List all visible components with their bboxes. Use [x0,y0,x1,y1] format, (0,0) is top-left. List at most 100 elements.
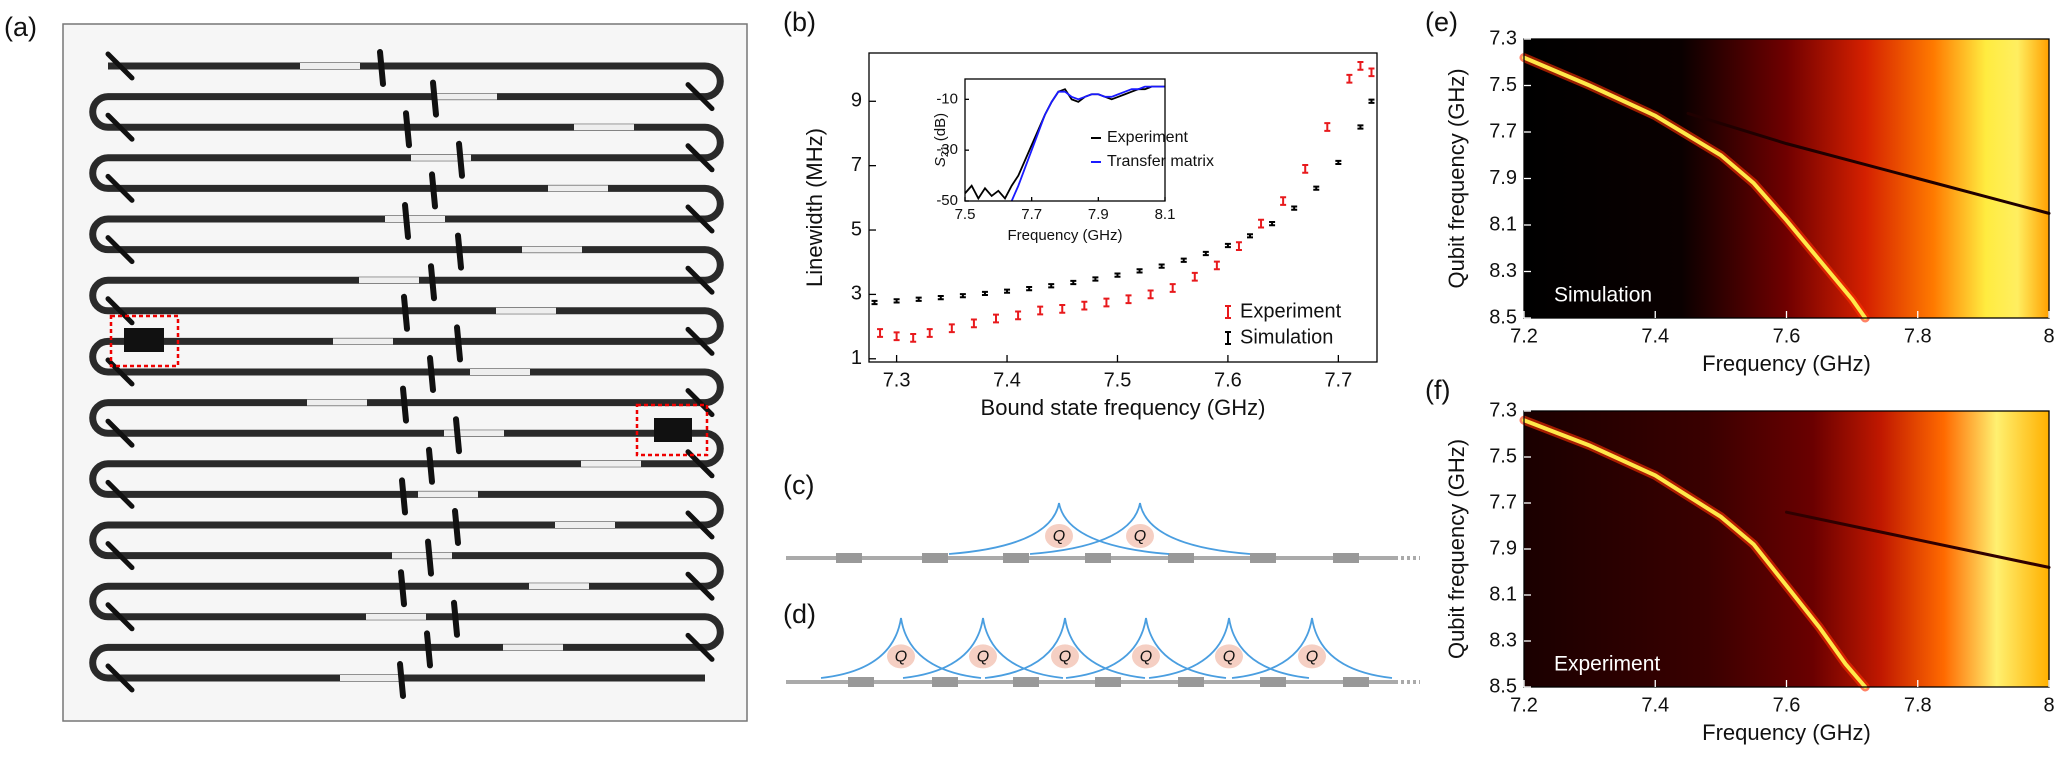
x-tick-label: 7.2 [1510,694,1538,716]
error-bar-point [1269,220,1276,227]
error-bar-point [970,318,977,329]
y-tick-label: -50 [936,192,958,209]
qubit [969,644,997,669]
ridge [1522,418,1868,689]
coupler [451,599,460,638]
error-bar-point [1191,271,1198,282]
end-cap [685,204,715,234]
y-tick-label: 8.1 [1489,213,1517,235]
resonator-block [1085,553,1111,563]
error-bar-point [1136,268,1143,274]
y-tick-label: 7.3 [1489,27,1517,49]
line-gap [574,124,634,131]
line-gap [333,338,393,345]
legend-label: Experiment [1107,129,1188,146]
resonator-block [1250,553,1276,563]
y-tick-label: 7 [851,154,862,176]
error-bar-point [993,313,999,324]
qubit-label: Q [977,649,989,666]
line-gap [359,277,419,284]
resonator-block [836,553,862,563]
qubit-chip [124,328,164,352]
qubit [1298,644,1326,669]
y-tick-label: 8.3 [1489,260,1517,282]
resonator-block [1343,677,1369,687]
end-cap [685,632,715,662]
y-axis-label: Qubit frequency (GHz) [1444,439,1469,659]
ridge [1785,510,2051,569]
panel-label: (b) [783,7,816,37]
end-cap [105,296,135,326]
resonator-block [1013,677,1039,687]
x-tick-label: 7.2 [1510,325,1538,347]
error-bar-point [1291,205,1298,211]
qubit [1215,644,1243,669]
error-bar-point [1258,218,1265,229]
error-bar-point [893,298,900,304]
line-gap [418,491,478,498]
error-bar-point [877,328,884,338]
line-gap [470,369,530,375]
error-bar-point [1357,61,1364,71]
error-bar-point [1004,288,1011,294]
legend-icon [1225,305,1231,319]
legend-label: Experiment [1240,300,1342,322]
error-bar-point [1015,310,1022,321]
coupler [399,477,408,516]
error-bar-point [1037,305,1044,316]
y-axis-label: Qubit frequency (GHz) [1444,68,1469,288]
x-tick-label: 7.6 [1214,369,1242,391]
line-gap [392,552,452,559]
error-bar-point [1368,98,1375,104]
line-gap [411,154,471,161]
x-tick-label: 8 [2043,694,2054,716]
legend-icon [1225,331,1231,345]
x-tick-label: 7.4 [1641,694,1669,716]
error-bar-point [981,290,988,297]
end-cap [105,663,135,693]
highlight-box [635,403,709,457]
qubit [1132,644,1160,669]
error-bar-point [1070,279,1077,286]
y-tick-label: 7.7 [1489,491,1517,513]
y-tick-label: 9 [851,90,862,112]
annotation: Experiment [1554,653,1660,676]
y-tick-label: 7.7 [1489,120,1517,142]
resonator-block [1260,677,1286,687]
x-tick-label: 7.4 [1641,325,1669,347]
coupler [452,508,461,546]
panel-label: (f) [1425,375,1450,405]
meander [89,49,724,699]
plot-frame [964,78,1166,202]
coupler [425,538,434,577]
y-tick-label: 5 [851,218,862,240]
error-bar-point [1302,164,1309,174]
line-gap [385,216,445,222]
coupler [397,661,406,699]
coupler [454,324,463,363]
qubit [1045,524,1073,548]
qubit-label: Q [1059,649,1071,666]
line-gap [548,185,608,192]
diagrams: Q Q Q Q Q Q Q Q [786,502,1420,687]
end-cap [685,326,715,356]
error-bar-point [1324,122,1331,132]
annotation: Simulation [1554,284,1652,307]
line-gap [437,93,497,100]
panel-label: (e) [1425,7,1458,37]
error-bar-point [1026,286,1033,292]
end-cap [105,173,135,203]
error-bar-point [1202,250,1209,257]
coupler [424,630,433,669]
y-tick-label: 7.3 [1489,399,1517,421]
qubit-label: Q [1140,649,1152,666]
line-gap [503,644,563,651]
bound-state [902,617,1064,679]
bound-state [984,617,1146,679]
x-tick-label: 7.7 [1324,369,1352,391]
x-tick-label: 7.7 [1021,206,1042,223]
error-bar-point [1224,242,1231,249]
y-label-subscript: 21 [939,145,951,157]
x-tick-label: 7.4 [993,369,1021,391]
line-gap [366,613,426,620]
